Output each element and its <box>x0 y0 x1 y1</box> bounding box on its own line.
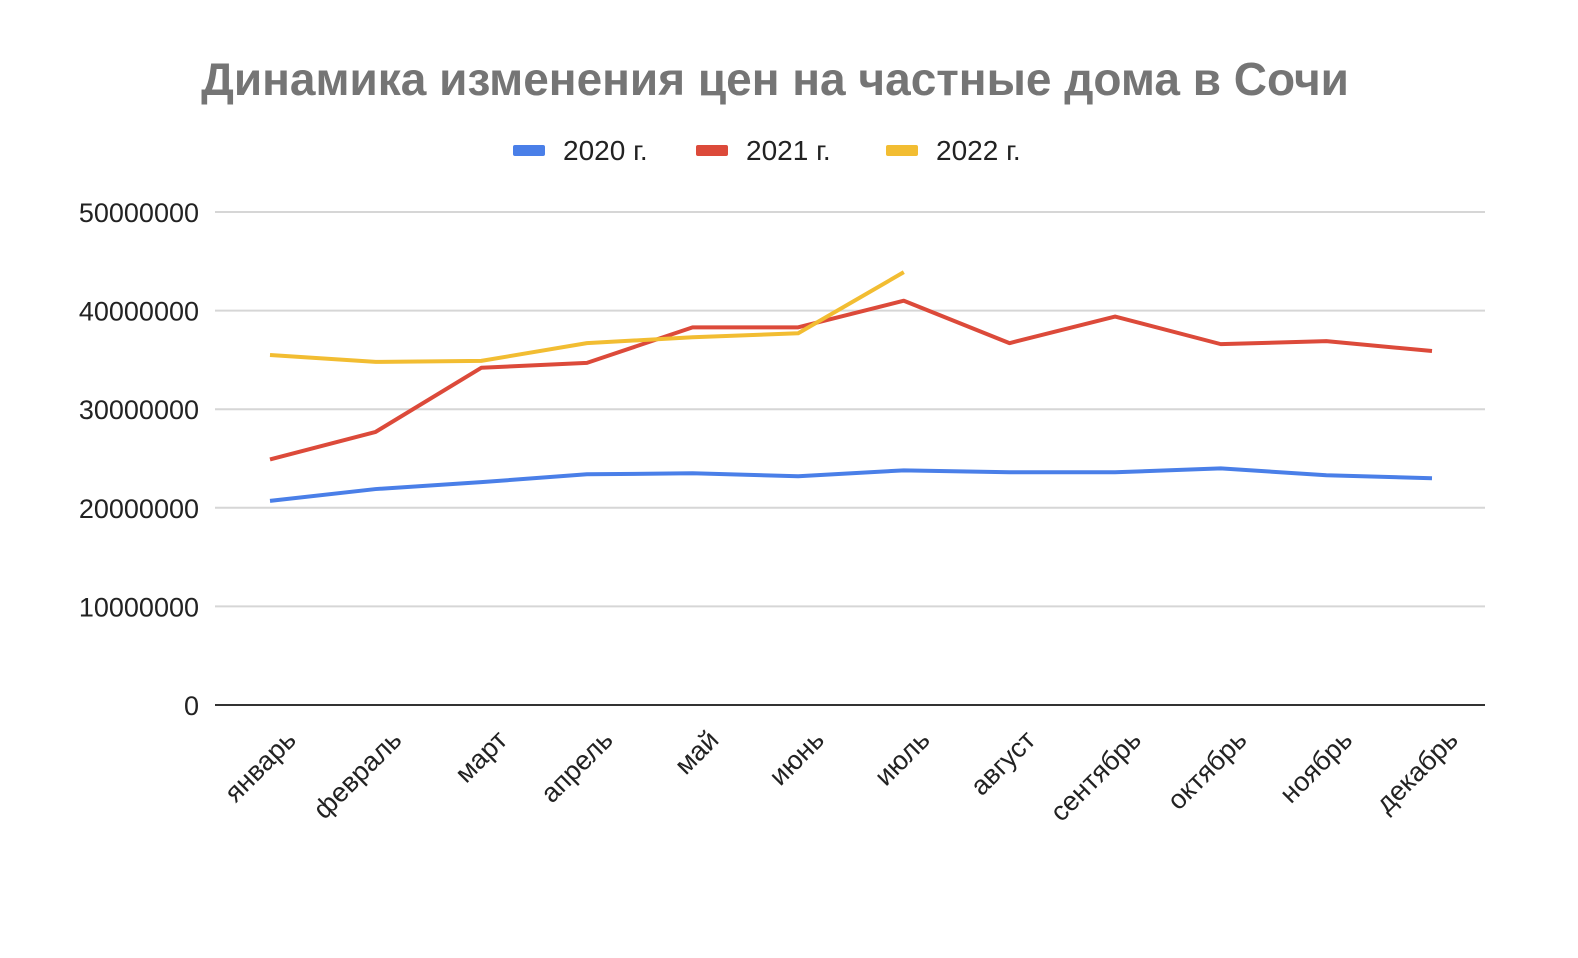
x-axis-ticks: январь февраль март апрель май июнь июль август… <box>219 725 1464 828</box>
series-line-2021 <box>269 298 1433 462</box>
x-tick-label: июнь <box>763 725 830 792</box>
legend-label: 2022 г. <box>936 135 1021 166</box>
series-line-2020 <box>269 466 1433 503</box>
series-line-2022 <box>269 270 905 364</box>
x-tick-label: апрель <box>535 725 619 809</box>
y-tick-label: 10000000 <box>79 592 199 622</box>
legend-label: 2021 г. <box>746 135 831 166</box>
y-tick-label: 0 <box>184 691 199 721</box>
legend-label: 2020 г. <box>563 135 648 166</box>
x-tick-label: октябрь <box>1162 725 1253 816</box>
series-lines <box>269 270 1433 503</box>
x-tick-label: декабрь <box>1370 725 1464 819</box>
y-tick-label: 50000000 <box>79 198 199 228</box>
y-tick-label: 40000000 <box>79 297 199 327</box>
legend-swatch <box>886 145 918 156</box>
y-tick-label: 20000000 <box>79 494 199 524</box>
chart-title: Динамика изменения цен на частные дома в… <box>201 53 1349 105</box>
y-tick-label: 30000000 <box>79 395 199 425</box>
x-tick-label: ноябрь <box>1274 725 1358 809</box>
x-tick-label: февраль <box>307 725 407 825</box>
legend-swatch <box>513 145 545 156</box>
legend: 2020 г. 2021 г. 2022 г. <box>513 135 1021 166</box>
x-tick-label: май <box>669 725 725 781</box>
x-tick-label: август <box>965 725 1042 802</box>
y-axis-ticks: 0 10000000 20000000 30000000 40000000 5000000… <box>79 198 199 721</box>
x-tick-label: март <box>449 725 513 789</box>
gridlines <box>215 211 1485 706</box>
x-tick-label: июль <box>869 725 936 792</box>
x-tick-label: январь <box>219 725 302 808</box>
legend-swatch <box>696 145 728 156</box>
x-tick-label: сентябрь <box>1044 725 1147 828</box>
